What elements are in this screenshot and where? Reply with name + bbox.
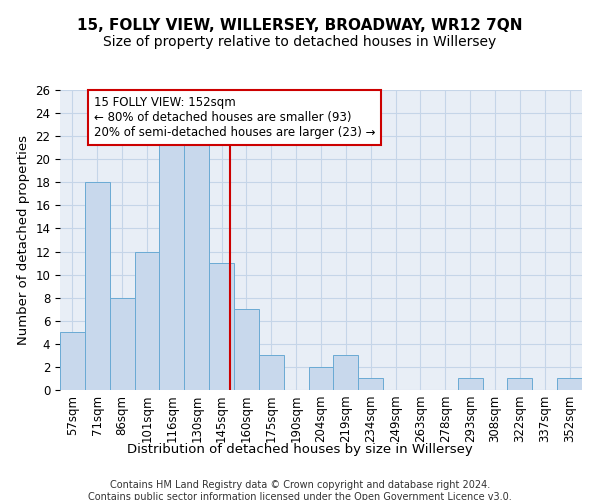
Bar <box>557 378 582 390</box>
Bar <box>85 182 110 390</box>
Bar <box>259 356 284 390</box>
Text: 15, FOLLY VIEW, WILLERSEY, BROADWAY, WR12 7QN: 15, FOLLY VIEW, WILLERSEY, BROADWAY, WR1… <box>77 18 523 32</box>
Bar <box>134 252 160 390</box>
Bar <box>184 136 209 390</box>
Text: Size of property relative to detached houses in Willersey: Size of property relative to detached ho… <box>103 35 497 49</box>
Text: Contains HM Land Registry data © Crown copyright and database right 2024.
Contai: Contains HM Land Registry data © Crown c… <box>88 480 512 500</box>
Bar <box>209 263 234 390</box>
Bar <box>508 378 532 390</box>
Bar <box>110 298 134 390</box>
Text: Distribution of detached houses by size in Willersey: Distribution of detached houses by size … <box>127 442 473 456</box>
Bar <box>334 356 358 390</box>
Bar <box>308 367 334 390</box>
Bar <box>458 378 482 390</box>
Bar <box>160 136 184 390</box>
Bar <box>60 332 85 390</box>
Text: 15 FOLLY VIEW: 152sqm
← 80% of detached houses are smaller (93)
20% of semi-deta: 15 FOLLY VIEW: 152sqm ← 80% of detached … <box>94 96 376 139</box>
Y-axis label: Number of detached properties: Number of detached properties <box>17 135 30 345</box>
Bar <box>234 309 259 390</box>
Bar <box>358 378 383 390</box>
